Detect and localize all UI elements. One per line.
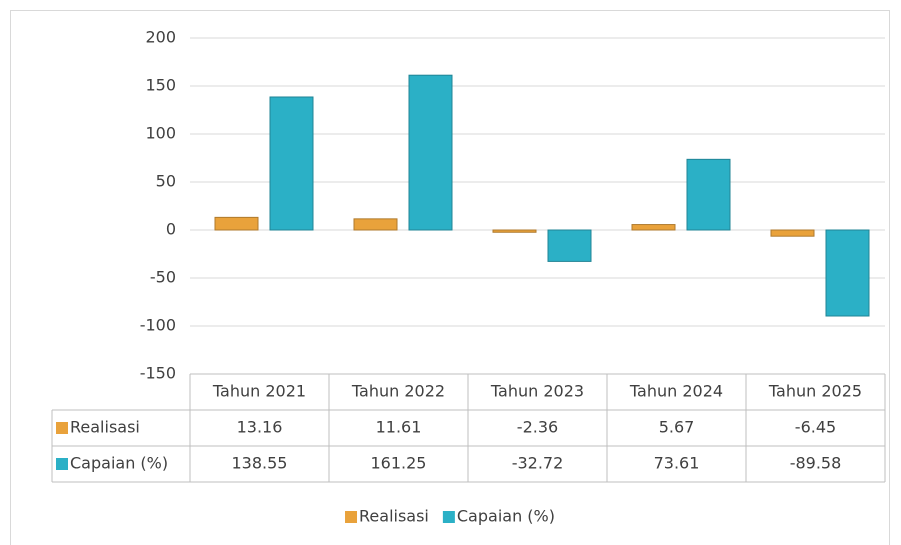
table-value: -89.58 (790, 454, 842, 473)
x-tick-label: Tahun 2023 (490, 382, 584, 401)
bar (825, 229, 870, 317)
bar (547, 229, 592, 262)
y-tick-label: 0 (166, 220, 176, 239)
table-value: 73.61 (654, 454, 700, 473)
table-value: 161.25 (371, 454, 427, 473)
x-tick-label: Tahun 2021 (212, 382, 306, 401)
row-label: Capaian (%) (70, 454, 168, 473)
table-value: 11.61 (376, 418, 422, 437)
legend-key (56, 422, 68, 434)
y-tick-label: 100 (145, 124, 176, 143)
table-value: 138.55 (232, 454, 288, 473)
table-value: 13.16 (237, 418, 283, 437)
x-tick-label: Tahun 2025 (768, 382, 862, 401)
bar (353, 218, 398, 231)
bar (492, 229, 537, 233)
y-tick-label: -100 (140, 316, 176, 335)
y-tick-label: -150 (140, 364, 176, 383)
legend-key (56, 458, 68, 470)
bar (269, 96, 314, 231)
bar (214, 216, 259, 231)
y-tick-label: 150 (145, 76, 176, 95)
y-tick-label: -50 (150, 268, 176, 287)
y-tick-label: 200 (145, 28, 176, 47)
legend-key (345, 511, 358, 523)
table-value: -6.45 (795, 418, 836, 437)
bar (408, 74, 453, 231)
bar (770, 229, 815, 237)
y-tick-label: 50 (156, 172, 176, 191)
bar (686, 158, 731, 231)
x-tick-label: Tahun 2022 (351, 382, 445, 401)
legend-label: Realisasi (359, 507, 429, 526)
row-label: Realisasi (70, 418, 140, 437)
table-value: -2.36 (517, 418, 558, 437)
legend-label: Capaian (%) (457, 507, 555, 526)
table-value: 5.67 (659, 418, 695, 437)
table-value: -32.72 (512, 454, 564, 473)
legend-key (442, 511, 455, 523)
x-tick-label: Tahun 2024 (629, 382, 723, 401)
bar (631, 224, 676, 231)
